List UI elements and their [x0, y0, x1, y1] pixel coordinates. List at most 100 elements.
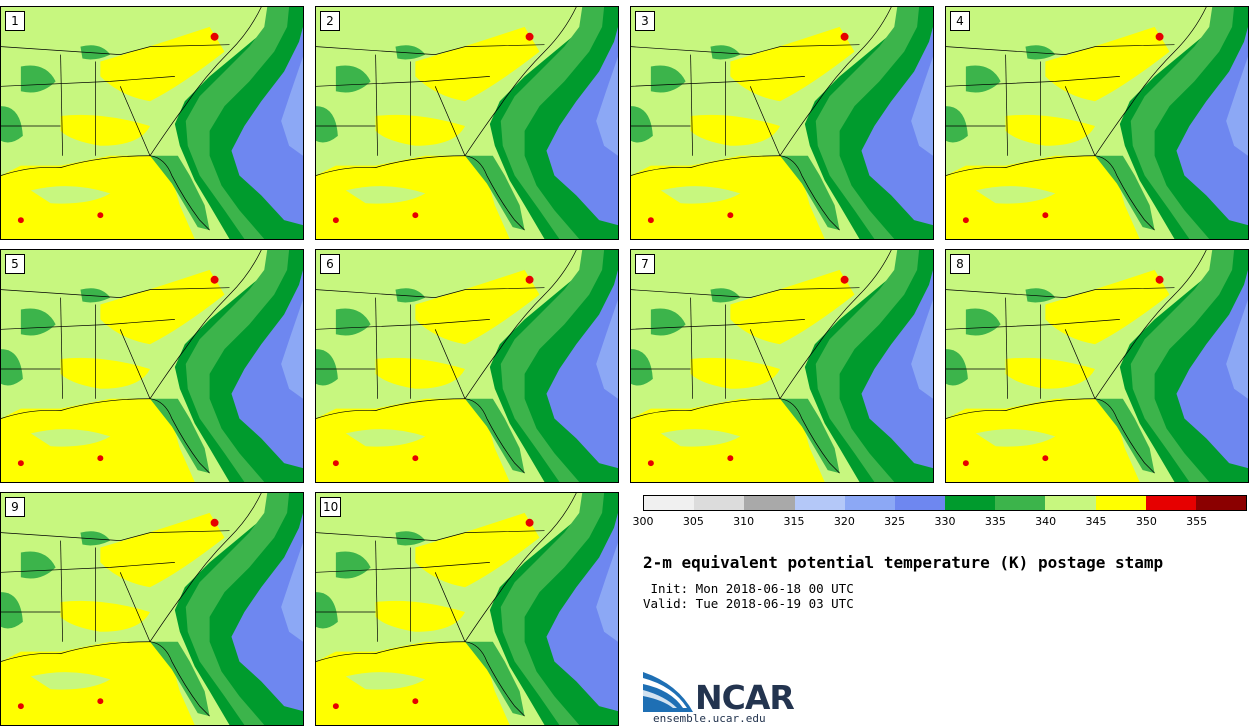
boundaries: [631, 250, 892, 474]
open-ocean-cool: [1176, 269, 1248, 469]
colorbar-tick-label: 310: [733, 515, 755, 528]
open-ocean-cool: [231, 512, 303, 712]
open-ocean-cool: [546, 512, 618, 712]
hot-spot: [17, 217, 24, 224]
colorbar-tick-label: 345: [1085, 515, 1107, 528]
florida: [150, 641, 210, 717]
gulf-warm-swirl: [345, 429, 426, 447]
hot-spot: [647, 460, 654, 467]
land-cool-patch-1: [20, 65, 56, 93]
land-cool-patch-2: [316, 592, 338, 629]
hot-spot: [1155, 32, 1164, 41]
colorbar-tick-label: 340: [1035, 515, 1057, 528]
open-ocean-cool: [231, 26, 303, 226]
colorbar-tick-label: 330: [934, 515, 956, 528]
colorbar-tick-label: 325: [884, 515, 906, 528]
hot-spot: [17, 460, 24, 467]
open-ocean-cool: [861, 269, 933, 469]
colorbar-tick-label: 315: [783, 515, 805, 528]
offshore-cool-patch: [911, 56, 933, 156]
colorbar-segment-320: [844, 496, 895, 510]
hot-spot: [1042, 455, 1049, 462]
map-canvas: [316, 493, 618, 725]
figure-title: 2-m equivalent potential temperature (K)…: [643, 553, 1164, 572]
ensemble-member-panel-1[interactable]: 1: [0, 6, 304, 240]
ensemble-member-panel-8[interactable]: 8: [945, 249, 1249, 483]
init-time: Init: Mon 2018-06-18 00 UTC: [643, 581, 854, 596]
ensemble-member-panel-5[interactable]: 5: [0, 249, 304, 483]
open-ocean-cool: [546, 269, 618, 469]
florida: [1095, 155, 1155, 231]
boundaries: [316, 7, 577, 231]
hot-spot: [332, 217, 339, 224]
hot-spot: [525, 32, 534, 41]
map-canvas: [316, 7, 618, 239]
land-warm-region-2: [60, 357, 151, 389]
florida: [150, 155, 210, 231]
ensemble-member-panel-7[interactable]: 7: [630, 249, 934, 483]
offshore-cool-patch: [281, 299, 303, 399]
hot-spot: [840, 32, 849, 41]
ensemble-member-panel-10[interactable]: 10: [315, 492, 619, 726]
boundaries: [946, 250, 1207, 474]
land-cool-patch-1: [965, 308, 1001, 336]
hot-spot: [1042, 212, 1049, 219]
boundaries: [316, 250, 577, 474]
map-canvas: [631, 7, 933, 239]
colorbar-segment-355: [1195, 496, 1247, 510]
hot-spot: [97, 212, 104, 219]
member-number-label: 10: [320, 497, 342, 517]
hot-spot: [210, 518, 219, 527]
colorbar-segment-300: [644, 496, 695, 510]
ensemble-member-panel-9[interactable]: 9: [0, 492, 304, 726]
map-canvas: [1, 493, 303, 725]
hot-spot: [210, 32, 219, 41]
ncar-logo[interactable]: NCAR ensemble.ucar.edu: [643, 672, 803, 725]
open-ocean-cool: [546, 26, 618, 226]
florida: [780, 398, 840, 474]
ensemble-member-panel-3[interactable]: 3: [630, 6, 934, 240]
colorbar-tick-label: 300: [632, 515, 654, 528]
land-cool-patch-3: [80, 288, 111, 303]
gulf-warm-swirl: [975, 429, 1056, 447]
florida: [465, 641, 525, 717]
offshore-cool-patch: [1226, 299, 1248, 399]
land-warm-region-2: [690, 357, 781, 389]
gulf-warm-swirl: [345, 186, 426, 204]
colorbar-segment-335: [995, 496, 1046, 510]
land-warm-region-2: [375, 600, 466, 632]
ensemble-member-panel-4[interactable]: 4: [945, 6, 1249, 240]
land-warm-region-2: [60, 114, 151, 146]
land-cool-patch-2: [946, 106, 968, 143]
land-cool-patch-1: [335, 551, 371, 579]
land-cool-patch-2: [316, 349, 338, 386]
ensemble-member-panel-2[interactable]: 2: [315, 6, 619, 240]
land-warm-region-2: [1005, 114, 1096, 146]
hot-spot: [1155, 275, 1164, 284]
offshore-cool-patch: [596, 542, 618, 642]
hot-spot: [727, 212, 734, 219]
offshore-cool-patch: [911, 299, 933, 399]
member-number-label: 1: [5, 11, 25, 31]
colorbar-segment-325: [894, 496, 946, 510]
gulf-warm-swirl: [975, 186, 1056, 204]
colorbar-tick-label: 335: [984, 515, 1006, 528]
boundaries: [1, 7, 262, 231]
hot-spot: [412, 212, 419, 219]
map-canvas: [631, 250, 933, 482]
land-cool-patch-2: [1, 592, 23, 629]
hot-spot: [840, 275, 849, 284]
florida: [1095, 398, 1155, 474]
hot-spot: [962, 460, 969, 467]
ensemble-member-panel-6[interactable]: 6: [315, 249, 619, 483]
colorbar-segment-305: [694, 496, 745, 510]
land-cool-patch-3: [395, 531, 426, 546]
colorbar-tick-label: 320: [833, 515, 855, 528]
hot-spot: [97, 698, 104, 705]
member-number-label: 3: [635, 11, 655, 31]
land-cool-patch-3: [710, 45, 741, 60]
colorbar-tick-label: 350: [1135, 515, 1157, 528]
colorbar-segment-330: [945, 496, 996, 510]
land-warm-region-2: [1005, 357, 1096, 389]
offshore-cool-patch: [1226, 56, 1248, 156]
